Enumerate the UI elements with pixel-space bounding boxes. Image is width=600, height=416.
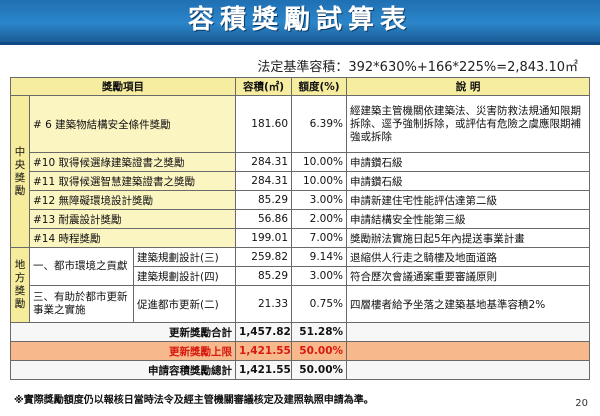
cap-label: 更新獎勵上限 (9, 341, 237, 361)
summary-apply-row: 申請容積獎勵總計 1,421.55 50.00% (9, 360, 591, 380)
note-cell: 申請新建住宅性能評估達第二級 (346, 190, 591, 210)
total-label: 更新獎勵合計 (9, 322, 237, 342)
header-item: 獎勵項目 (9, 77, 237, 96)
note-cell: 申請鑽石級 (346, 152, 591, 172)
apply-area: 1,421.55 (235, 360, 293, 380)
area-cell: 284.31 (235, 152, 293, 172)
item-cell: 建築規劃設計(四) (132, 266, 237, 286)
total-note (346, 322, 591, 342)
note-cell: 退縮供人行走之騎樓及地面道路 (346, 247, 591, 267)
group-central: 中央獎勵 (10, 95, 30, 248)
note-cell: 申請鑽石級 (346, 171, 591, 191)
area-cell: 21.33 (235, 285, 293, 323)
area-cell: 199.01 (235, 228, 293, 248)
header-note: 說 明 (346, 77, 591, 96)
item-cell: #10 取得候選綠建築證書之獎勵 (28, 152, 237, 172)
table-row: 三、有助於都市更新事業之實施 促進都市更新(二) 21.33 0.75% 四層樓… (11, 285, 591, 323)
ratio-cell: 9.14% (291, 247, 348, 267)
group-local: 地方獎勵 (10, 247, 30, 323)
area-cell: 85.29 (235, 190, 293, 210)
page-title: 容積獎勵試算表 (187, 5, 412, 35)
summary-cap-row: 更新獎勵上限 1,421.55 50.00% (9, 341, 591, 361)
item-cell: 建築規劃設計(三) (132, 247, 237, 267)
ratio-cell: 10.00% (291, 171, 348, 191)
table-row: #14 時程獎勵 199.01 7.00% 獎勵辦法實施日起5年內提送事業計畫 (11, 228, 591, 248)
table-row: 中央獎勵 # 6 建築物結構安全條件獎勵 181.60 6.39% 經建築主管機… (10, 95, 591, 248)
ratio-cell: 10.00% (291, 152, 348, 172)
page-number: 20 (575, 398, 588, 409)
bonus-table: 獎勵項目 容積(㎡) 額度(%) 說 明 中央獎勵 # 6 建築物結構安全條件獎… (9, 77, 591, 380)
note-cell: 四層樓者給予坐落之建築基地基準容積2% (346, 285, 591, 323)
title-bar (0, 0, 600, 42)
note-cell: 獎勵辦法實施日起5年內提送事業計畫 (346, 228, 591, 248)
ratio-cell: 6.39% (291, 95, 348, 153)
item-cell: #11 取得候選智慧建築證書之獎勵 (28, 171, 237, 191)
item-cell: #13 耐震設計獎勵 (28, 209, 237, 229)
apply-note (346, 360, 591, 380)
area-cell: 259.82 (235, 247, 293, 267)
ratio-cell: 2.00% (291, 209, 348, 229)
table-row: #10 取得候選綠建築證書之獎勵 284.31 10.00% 申請鑽石級 (11, 152, 591, 172)
area-cell: 284.31 (235, 171, 293, 191)
local-category-cell: 三、有助於都市更新事業之實施 (29, 285, 134, 323)
cap-note (346, 341, 591, 361)
item-cell: # 6 建築物結構安全條件獎勵 (28, 95, 237, 153)
note-cell: 經建築主管機關依建築法、災害防救法規通知限期拆除、逕予強制拆除，或評估有危險之虞… (346, 95, 591, 153)
table-row: #12 無障礙環境設計獎勵 85.29 3.00% 申請新建住宅性能評估達第二級 (11, 190, 591, 210)
item-cell: #14 時程獎勵 (28, 228, 237, 248)
local-category-cell: 一、都市環境之貢獻 (29, 247, 134, 286)
note-cell: 申請結構安全性能第三級 (346, 209, 591, 229)
ratio-cell: 3.00% (291, 190, 348, 210)
cap-ratio: 50.00% (291, 341, 348, 361)
header-area: 容積(㎡) (235, 77, 293, 96)
table-row: 建築規劃設計(四) 85.29 3.00% 符合歷次會議通案重要審議原則 (11, 266, 591, 286)
footnote: ※實際獎勵額度仍以報核日當時法令及經主管機關審議核定及建照執照申請為準。 (14, 395, 374, 406)
ratio-cell: 0.75% (291, 285, 348, 323)
title-underline (0, 42, 600, 45)
area-cell: 181.60 (235, 95, 293, 153)
area-cell: 85.29 (235, 266, 293, 286)
total-area: 1,457.82 (235, 322, 293, 342)
table-row: 地方獎勵 一、都市環境之貢獻 建築規劃設計(三) 259.82 9.14% 退縮… (10, 247, 591, 323)
total-ratio: 51.28% (291, 322, 348, 342)
note-cell: 符合歷次會議通案重要審議原則 (346, 266, 591, 286)
ratio-cell: 3.00% (291, 266, 348, 286)
base-volume-formula: 法定基準容積：392*630%+166*225%=2,843.10㎡ (257, 60, 578, 75)
ratio-cell: 7.00% (291, 228, 348, 248)
item-cell: 促進都市更新(二) (132, 285, 237, 323)
area-cell: 56.86 (235, 209, 293, 229)
item-cell: #12 無障礙環境設計獎勵 (28, 190, 237, 210)
summary-total-row: 更新獎勵合計 1,457.82 51.28% (9, 322, 591, 342)
table-header-row: 獎勵項目 容積(㎡) 額度(%) 說 明 (9, 77, 591, 96)
apply-ratio: 50.00% (291, 360, 348, 380)
apply-label: 申請容積獎勵總計 (9, 360, 237, 380)
cap-area: 1,421.55 (235, 341, 293, 361)
header-ratio: 額度(%) (291, 77, 348, 96)
table-row: #13 耐震設計獎勵 56.86 2.00% 申請結構安全性能第三級 (11, 209, 591, 229)
table-row: #11 取得候選智慧建築證書之獎勵 284.31 10.00% 申請鑽石級 (11, 171, 591, 191)
